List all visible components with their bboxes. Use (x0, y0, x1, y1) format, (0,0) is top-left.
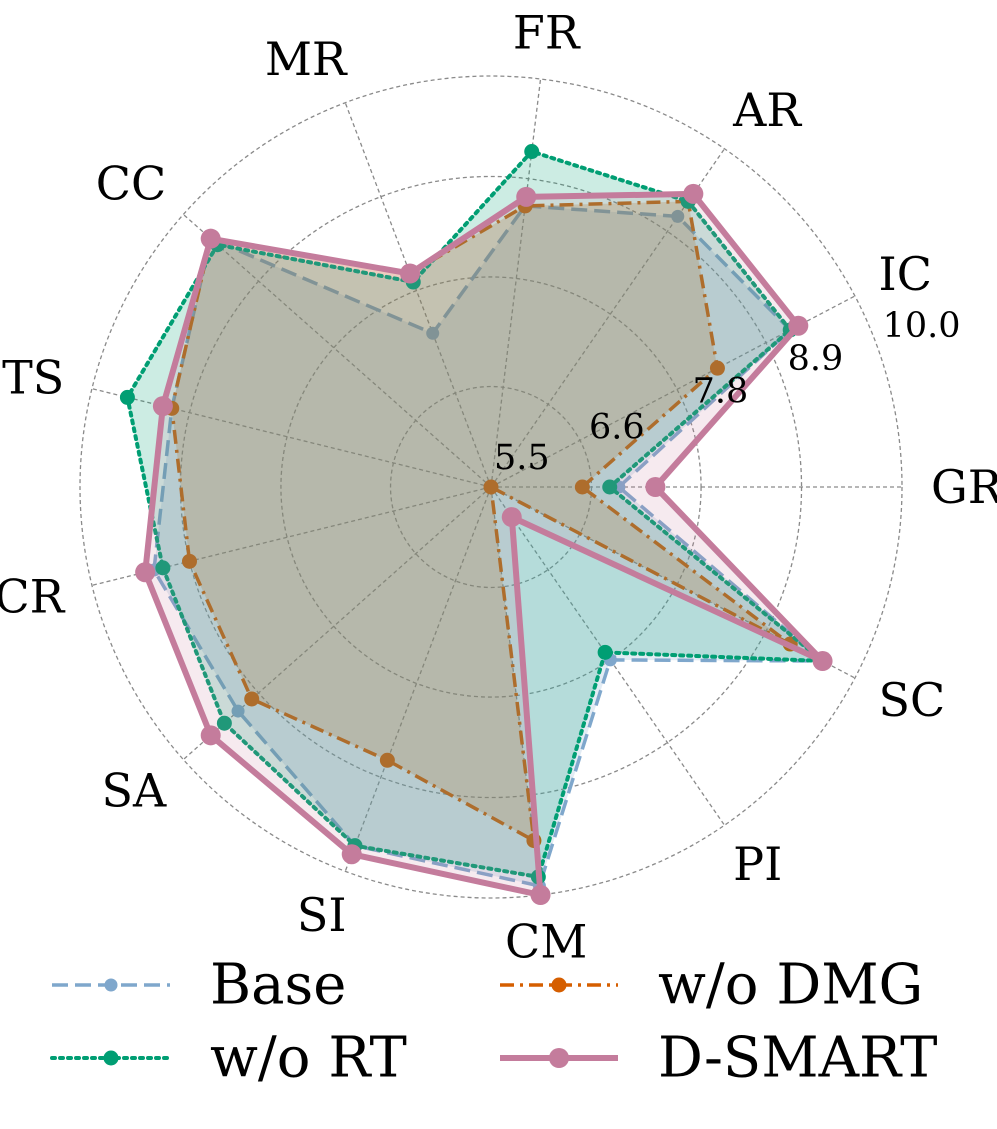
data-point-ic (709, 360, 725, 376)
data-point-cr (155, 560, 171, 576)
radar-labels: GR IC AR FR MR CC TS CR SA SI CM PI SC 5.5 6.6 7.8 8.9 10… (0, 5, 997, 968)
grid-spoke (91, 486, 492, 586)
grid-ring (79, 75, 903, 899)
data-point-si (341, 844, 362, 865)
r-tick-label: 10.0 (883, 306, 961, 346)
series-line (152, 204, 825, 888)
legend-label: Base (210, 953, 346, 1018)
series-line (142, 190, 826, 898)
category-label-cr: CR (0, 570, 66, 624)
grid-spoke (490, 486, 542, 896)
data-point-gr (574, 479, 590, 495)
legend-label: w/o DMG (658, 953, 923, 1018)
category-label-fr: FR (513, 5, 581, 59)
data-point-ar (683, 183, 704, 204)
legend-swatch-marker (549, 1048, 569, 1068)
data-point-sa (231, 704, 245, 718)
category-label-si: SI (297, 888, 347, 942)
data-point-cr (135, 562, 156, 583)
data-point-sa (200, 725, 221, 746)
radar-series (119, 144, 833, 906)
data-point-ic (788, 315, 809, 336)
series-area (154, 205, 823, 886)
data-point-ar (671, 209, 685, 223)
grid-spoke (182, 486, 492, 761)
legend-item-w-o-dmg: w/o DMG (500, 953, 923, 1018)
data-point-gr (645, 477, 666, 497)
legend-swatch-marker (104, 978, 118, 992)
category-label-sa: SA (101, 764, 167, 818)
data-point-cr (181, 553, 197, 569)
r-tick-label: 8.9 (788, 339, 844, 379)
category-label-cm: CM (505, 915, 587, 969)
data-point-fr (524, 144, 540, 160)
series-area (145, 193, 823, 895)
legend-label: D-SMART (658, 1026, 938, 1091)
category-label-ar: AR (732, 83, 802, 137)
category-label-pi: PI (733, 837, 782, 891)
r-tick-label: 6.6 (589, 407, 645, 447)
legend-item-w-o-rt: w/o RT (50, 1026, 407, 1091)
grid-spoke (490, 148, 726, 488)
data-point-si (379, 752, 395, 768)
legend-swatch-marker (103, 1050, 119, 1066)
grid-spoke (490, 295, 856, 488)
category-label-ts: TS (2, 350, 64, 404)
data-point-pi (501, 507, 522, 528)
data-point-ts (119, 389, 135, 405)
data-point-ts (152, 396, 173, 417)
legend-item-base: Base (52, 953, 346, 1018)
grid-spoke (490, 78, 542, 488)
data-point-cm (530, 885, 551, 906)
legend-item-d-smart: D-SMART (500, 1026, 938, 1091)
data-point-sa (216, 715, 232, 731)
data-point-cc (200, 228, 221, 249)
category-label-ic: IC (879, 247, 932, 301)
category-label-cc: CC (96, 156, 166, 210)
series-area (171, 201, 791, 841)
data-point-pi (597, 644, 613, 660)
category-label-gr: GR (931, 460, 997, 514)
grid-spoke (91, 388, 492, 488)
category-label-mr: MR (265, 32, 348, 86)
series-d-smart (135, 183, 833, 906)
category-label-sc: SC (879, 673, 946, 727)
legend: Base w/o RT w/o DMG D-SMART (50, 953, 938, 1091)
r-tick-label: 7.8 (693, 372, 749, 412)
data-point-pi (483, 479, 499, 495)
data-point-sa (244, 691, 260, 707)
r-tick-label: 5.5 (494, 438, 550, 478)
data-point-gr (602, 479, 618, 495)
data-point-mr (426, 326, 440, 340)
grid-spoke (344, 102, 492, 488)
data-point-sc (812, 651, 833, 672)
data-point-mr (400, 263, 421, 284)
series-area (127, 151, 823, 877)
data-point-fr (516, 186, 537, 207)
grid-spoke (344, 486, 492, 872)
legend-swatch-marker (551, 977, 567, 993)
legend-label: w/o RT (210, 1026, 407, 1091)
grid-spoke (182, 213, 492, 488)
